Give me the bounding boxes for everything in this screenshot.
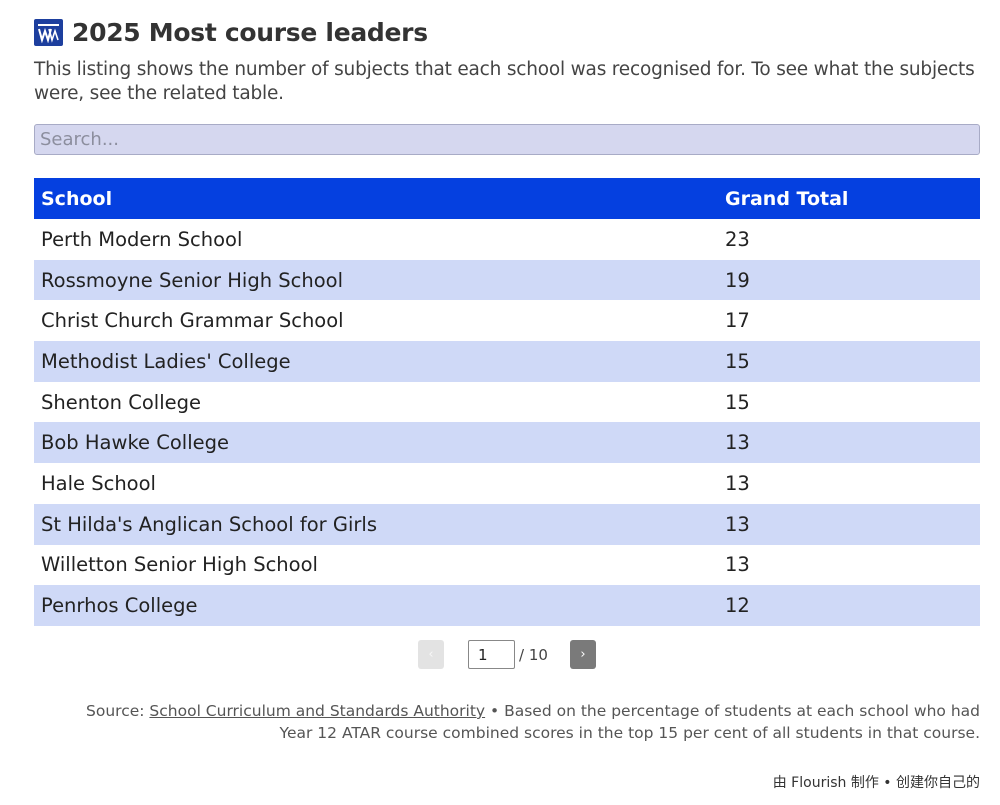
cell-total: 23 — [725, 227, 750, 251]
cell-total: 19 — [725, 268, 750, 292]
chevron-left-icon: ‹ — [428, 647, 434, 662]
table-row: Penrhos College 12 — [34, 585, 980, 626]
table-row: Perth Modern School 23 — [34, 219, 980, 260]
table-row: Hale School 13 — [34, 463, 980, 504]
column-header-grand-total[interactable]: Grand Total — [725, 187, 849, 210]
source-prefix: Source: — [86, 702, 150, 720]
table-row: Rossmoyne Senior High School 19 — [34, 259, 980, 301]
cell-school: St Hilda's Anglican School for Girls — [41, 512, 377, 536]
cell-school: Hale School — [41, 471, 156, 495]
search-input[interactable] — [34, 124, 980, 155]
cell-school: Perth Modern School — [41, 227, 243, 251]
table-row: St Hilda's Anglican School for Girls 13 — [34, 503, 980, 545]
table-header: School Grand Total — [34, 178, 980, 219]
data-table: School Grand Total Perth Modern School 2… — [34, 178, 980, 626]
table-row: Willetton Senior High School 13 — [34, 545, 980, 586]
flourish-credit-link[interactable]: 由 Flourish 制作 • 创建你自己的 — [772, 775, 980, 791]
column-header-school[interactable]: School — [41, 187, 113, 210]
table-row: Bob Hawke College 13 — [34, 422, 980, 464]
page-subtitle: This listing shows the number of subject… — [34, 59, 975, 104]
cell-school: Rossmoyne Senior High School — [41, 268, 343, 292]
cell-total: 13 — [725, 471, 750, 495]
cell-total: 13 — [725, 512, 750, 536]
pagination: ‹ / 10 › — [0, 640, 1000, 669]
next-page-button[interactable]: › — [570, 640, 596, 669]
cell-school: Bob Hawke College — [41, 431, 229, 455]
cell-school: Methodist Ladies' College — [41, 349, 291, 373]
prev-page-button[interactable]: ‹ — [418, 640, 444, 669]
cell-school: Willetton Senior High School — [41, 553, 318, 577]
cell-total: 12 — [725, 594, 750, 618]
the-west-australian-logo-icon — [34, 18, 63, 46]
chevron-right-icon: › — [580, 647, 586, 662]
header: 2025 Most course leaders This listing sh… — [34, 16, 980, 106]
cell-school: Penrhos College — [41, 594, 198, 618]
cell-total: 13 — [725, 553, 750, 577]
footer-source: Source: School Curriculum and Standards … — [60, 700, 980, 744]
cell-school: Christ Church Grammar School — [41, 309, 344, 333]
page-total-label: / 10 — [519, 646, 548, 664]
cell-total: 17 — [725, 309, 750, 333]
table-row: Christ Church Grammar School 17 — [34, 300, 980, 341]
title-row: 2025 Most course leaders — [34, 16, 980, 48]
cell-total: 15 — [725, 349, 750, 373]
table-row: Shenton College 15 — [34, 382, 980, 423]
cell-total: 15 — [725, 390, 750, 414]
source-link[interactable]: School Curriculum and Standards Authorit… — [149, 702, 486, 720]
table-row: Methodist Ladies' College 15 — [34, 341, 980, 382]
cell-school: Shenton College — [41, 390, 201, 414]
page-number-input[interactable] — [468, 640, 515, 669]
cell-total: 13 — [725, 431, 750, 455]
source-note: • Based on the percentage of students at… — [279, 702, 980, 742]
page-title: 2025 Most course leaders — [72, 17, 428, 47]
